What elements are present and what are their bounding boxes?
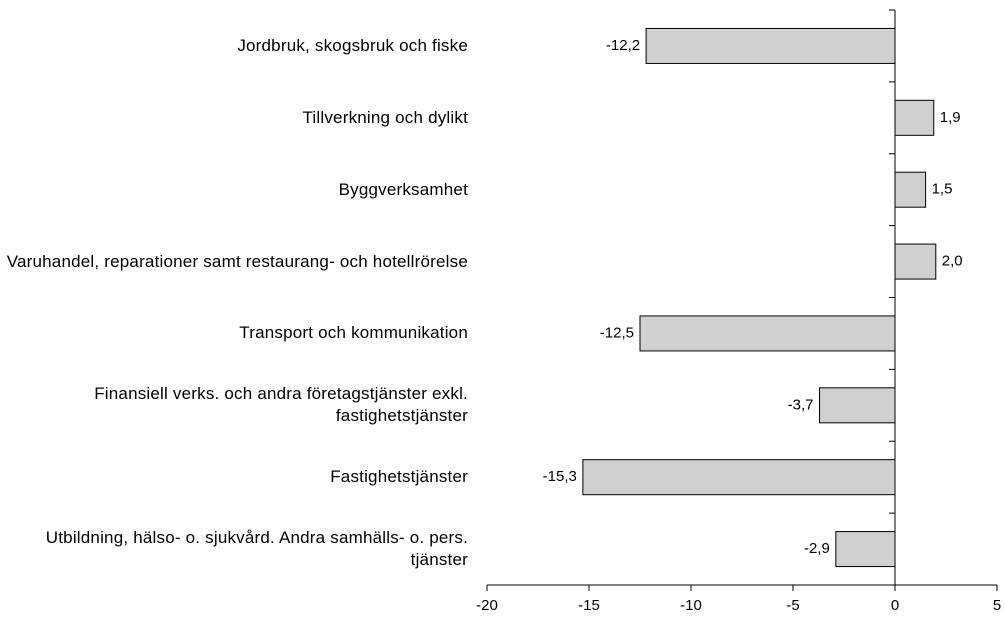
x-tick-label: -15 xyxy=(578,597,600,614)
data-label: 1,9 xyxy=(940,109,961,126)
bar xyxy=(645,27,896,64)
x-tick-label: -5 xyxy=(786,597,799,614)
data-label: -12,2 xyxy=(606,37,640,54)
category-label: Jordbruk, skogsbruk och fiske xyxy=(237,35,468,55)
x-tick-label: -10 xyxy=(680,597,702,614)
bar xyxy=(639,315,896,352)
data-label: -12,5 xyxy=(600,324,634,341)
bar xyxy=(894,99,935,136)
category-label: Finansiell verks. och andra företagstjän… xyxy=(94,384,468,426)
x-tick-label: -20 xyxy=(476,597,498,614)
data-label: 1,5 xyxy=(932,181,953,198)
bar xyxy=(894,171,927,208)
bar xyxy=(819,387,896,424)
data-label: -3,7 xyxy=(788,396,814,413)
data-label: -2,9 xyxy=(804,540,830,557)
category-label: Fastighetstjänster xyxy=(330,467,468,487)
category-label: Tillverkning och dylikt xyxy=(302,107,468,127)
category-label: Byggverksamhet xyxy=(338,179,468,199)
data-label: 2,0 xyxy=(942,253,963,270)
bar xyxy=(894,243,937,280)
bar xyxy=(582,459,896,496)
x-tick-label: 0 xyxy=(891,597,899,614)
category-label: Varuhandel, reparationer samt restaurang… xyxy=(6,251,468,271)
category-label: Transport och kommunikation xyxy=(239,323,468,343)
data-label: -15,3 xyxy=(543,468,577,485)
x-tick-label: 5 xyxy=(993,597,1001,614)
category-label: Utbildning, hälso- o. sjukvård. Andra sa… xyxy=(45,528,468,570)
bar xyxy=(835,531,896,568)
